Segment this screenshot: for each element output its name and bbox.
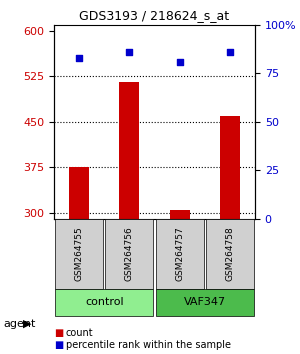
Point [127,49,132,55]
Text: GSM264755: GSM264755 [75,227,84,281]
Title: GDS3193 / 218624_s_at: GDS3193 / 218624_s_at [80,9,230,22]
Text: count: count [66,329,94,338]
Point [227,49,232,55]
FancyBboxPatch shape [155,289,254,316]
Text: ▶: ▶ [22,319,31,329]
Text: GSM264757: GSM264757 [175,227,184,281]
Text: ■: ■ [54,329,63,338]
FancyBboxPatch shape [55,219,103,289]
Text: GSM264756: GSM264756 [125,227,134,281]
FancyBboxPatch shape [55,289,154,316]
Bar [220,116,240,219]
Bar [119,82,140,219]
Text: VAF347: VAF347 [184,297,226,307]
Text: ■: ■ [54,340,63,350]
Point [177,59,182,64]
FancyBboxPatch shape [206,219,254,289]
Text: control: control [85,297,124,307]
Text: GSM264758: GSM264758 [225,227,234,281]
Text: percentile rank within the sample: percentile rank within the sample [66,340,231,350]
Bar [169,210,190,219]
Point [77,55,82,61]
Text: agent: agent [3,319,35,329]
FancyBboxPatch shape [155,219,204,289]
FancyBboxPatch shape [105,219,154,289]
Bar [69,167,89,219]
